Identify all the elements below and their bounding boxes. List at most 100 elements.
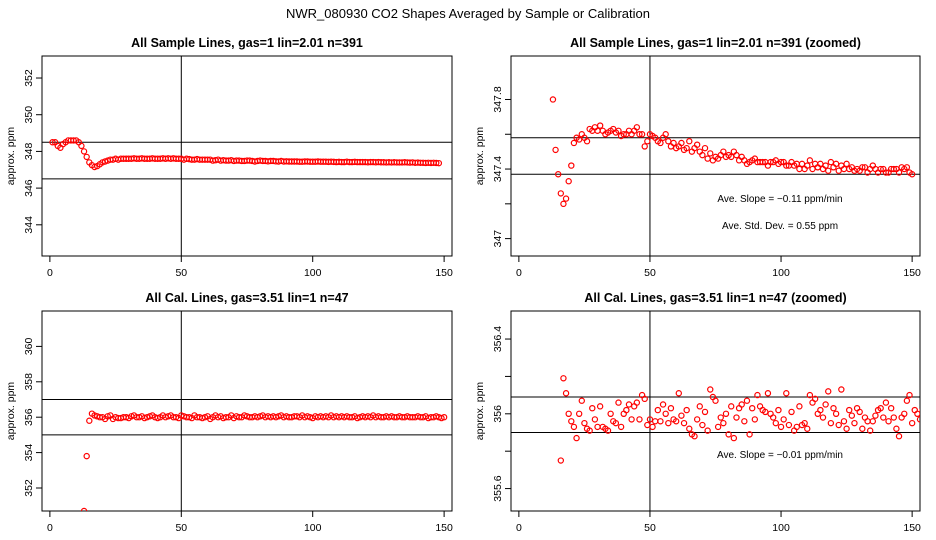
data-point — [783, 162, 790, 169]
data-point — [777, 423, 785, 431]
data-point — [749, 404, 756, 412]
data-point — [901, 410, 908, 418]
panel-title: All Sample Lines, gas=1 lin=2.01 n=391 — [131, 36, 363, 50]
data-point — [866, 427, 874, 434]
data-point — [612, 419, 620, 427]
data-point — [835, 167, 842, 174]
data-point — [908, 419, 916, 427]
data-series — [49, 137, 443, 171]
data-point — [830, 404, 837, 412]
data-series — [80, 410, 448, 511]
data-point — [869, 418, 877, 425]
y-axis-label: approx. ppm — [474, 127, 486, 186]
data-point — [568, 162, 575, 169]
data-point — [672, 418, 680, 425]
data-point — [583, 138, 591, 145]
data-point — [628, 416, 635, 423]
chart-panel: All Sample Lines, gas=1 lin=2.01 n=391 0 5… — [5, 36, 453, 279]
data-point — [683, 406, 690, 414]
annotation-text: Ave. Std. Dev. = 0.55 ppm — [722, 221, 838, 232]
data-point — [796, 403, 803, 410]
data-point — [633, 399, 641, 406]
panels: All Sample Lines, gas=1 lin=2.01 n=391 0 5… — [5, 36, 933, 534]
data-point — [835, 421, 842, 429]
data-point — [903, 164, 911, 171]
data-point — [654, 406, 662, 414]
data-point — [80, 507, 88, 511]
data-point — [843, 425, 850, 432]
data-point — [832, 410, 840, 418]
data-point — [683, 144, 690, 152]
data-point — [848, 412, 856, 419]
data-point — [806, 391, 814, 399]
data-point — [433, 159, 440, 167]
data-point — [657, 418, 664, 425]
data-point — [665, 138, 672, 145]
data-point — [777, 158, 785, 166]
data-point — [678, 139, 685, 147]
data-point — [675, 390, 682, 397]
data-point — [701, 144, 709, 152]
data-point — [877, 165, 884, 173]
data-point — [693, 416, 701, 423]
data-point — [686, 138, 693, 145]
data-point — [887, 404, 895, 412]
plot-frame — [41, 55, 453, 257]
data-point — [596, 403, 604, 410]
data-point — [722, 410, 730, 418]
data-point — [565, 410, 572, 418]
data-point — [707, 150, 714, 157]
data-point — [596, 122, 604, 129]
data-point — [633, 124, 641, 131]
x-tick-label: 0 — [47, 522, 53, 534]
data-point — [699, 421, 706, 429]
data-point — [908, 171, 916, 178]
data-point — [554, 171, 562, 178]
data-point — [83, 153, 90, 161]
data-point — [615, 399, 622, 406]
x-tick-label: 50 — [175, 522, 187, 534]
x-tick-label: 100 — [772, 267, 790, 279]
data-point — [680, 419, 688, 427]
data-point — [560, 200, 567, 208]
y-tick-label: 352 — [23, 479, 35, 497]
data-point — [864, 418, 871, 425]
data-point — [859, 425, 866, 432]
data-point — [641, 395, 648, 403]
y-tick-label: 352 — [23, 69, 35, 87]
data-point — [696, 403, 703, 410]
data-point — [714, 423, 722, 431]
data-point — [693, 141, 701, 148]
x-tick-label: 0 — [516, 522, 522, 534]
data-point — [880, 414, 887, 421]
data-point — [699, 151, 706, 159]
data-point — [704, 155, 711, 162]
data-point — [928, 398, 933, 403]
data-point — [581, 419, 588, 427]
data-point — [919, 408, 920, 412]
x-tick-label: 100 — [304, 522, 322, 534]
data-point — [780, 416, 787, 423]
x-tick-label: 150 — [435, 522, 453, 534]
data-series — [549, 96, 916, 208]
x-tick-label: 0 — [47, 267, 53, 279]
y-tick-label: 360 — [23, 337, 35, 355]
data-point — [819, 414, 827, 421]
data-point — [636, 131, 643, 138]
plot-frame — [41, 310, 453, 512]
x-tick-label: 150 — [435, 267, 453, 279]
data-point — [895, 433, 903, 440]
data-point — [822, 401, 829, 408]
data-point — [754, 391, 761, 399]
data-point — [877, 404, 884, 412]
data-point — [872, 412, 879, 419]
data-point — [796, 165, 803, 173]
x-tick-label: 50 — [175, 267, 187, 279]
data-point — [893, 425, 900, 432]
data-point — [575, 410, 583, 418]
data-point — [817, 406, 824, 414]
annotation-text: Ave. Slope = −0.01 ppm/min — [717, 450, 843, 461]
data-point — [667, 404, 675, 412]
data-point — [885, 418, 892, 425]
data-point — [578, 397, 585, 404]
